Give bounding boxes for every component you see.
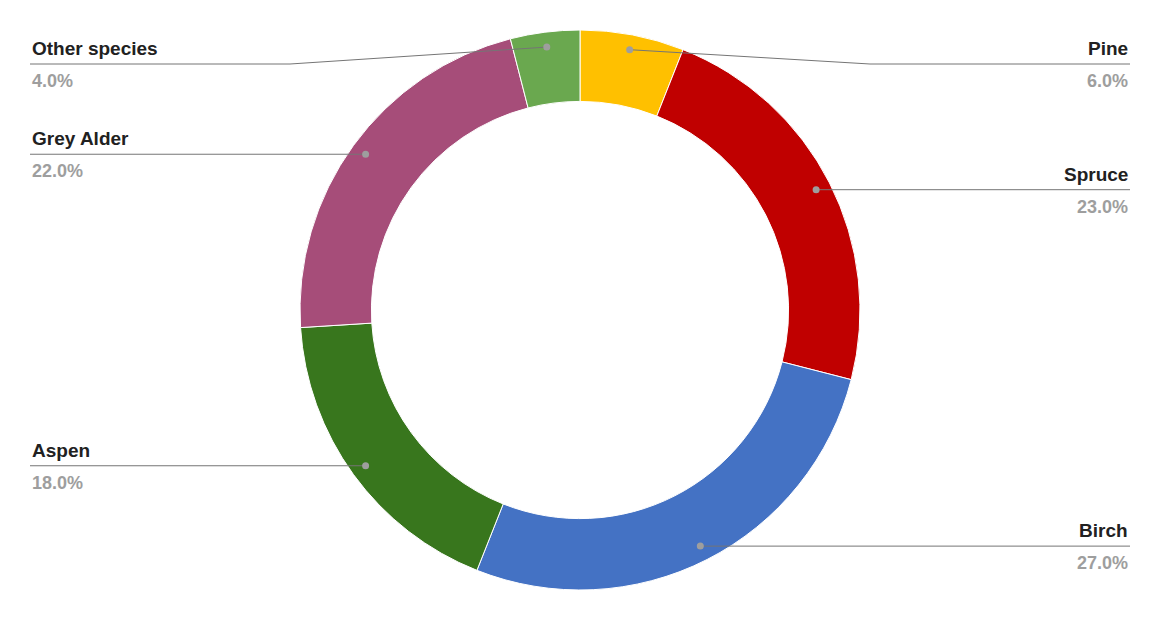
svg-text:Aspen: Aspen xyxy=(32,440,90,461)
svg-text:22.0%: 22.0% xyxy=(32,161,83,181)
svg-text:Pine: Pine xyxy=(1088,38,1128,59)
svg-text:6.0%: 6.0% xyxy=(1087,71,1128,91)
svg-text:Spruce: Spruce xyxy=(1064,164,1128,185)
svg-text:Other species: Other species xyxy=(32,38,158,59)
svg-text:Birch: Birch xyxy=(1079,520,1128,541)
svg-text:27.0%: 27.0% xyxy=(1077,553,1128,573)
svg-text:18.0%: 18.0% xyxy=(32,473,83,493)
svg-text:4.0%: 4.0% xyxy=(32,71,73,91)
svg-text:23.0%: 23.0% xyxy=(1077,197,1128,217)
svg-text:Grey Alder: Grey Alder xyxy=(32,128,129,149)
